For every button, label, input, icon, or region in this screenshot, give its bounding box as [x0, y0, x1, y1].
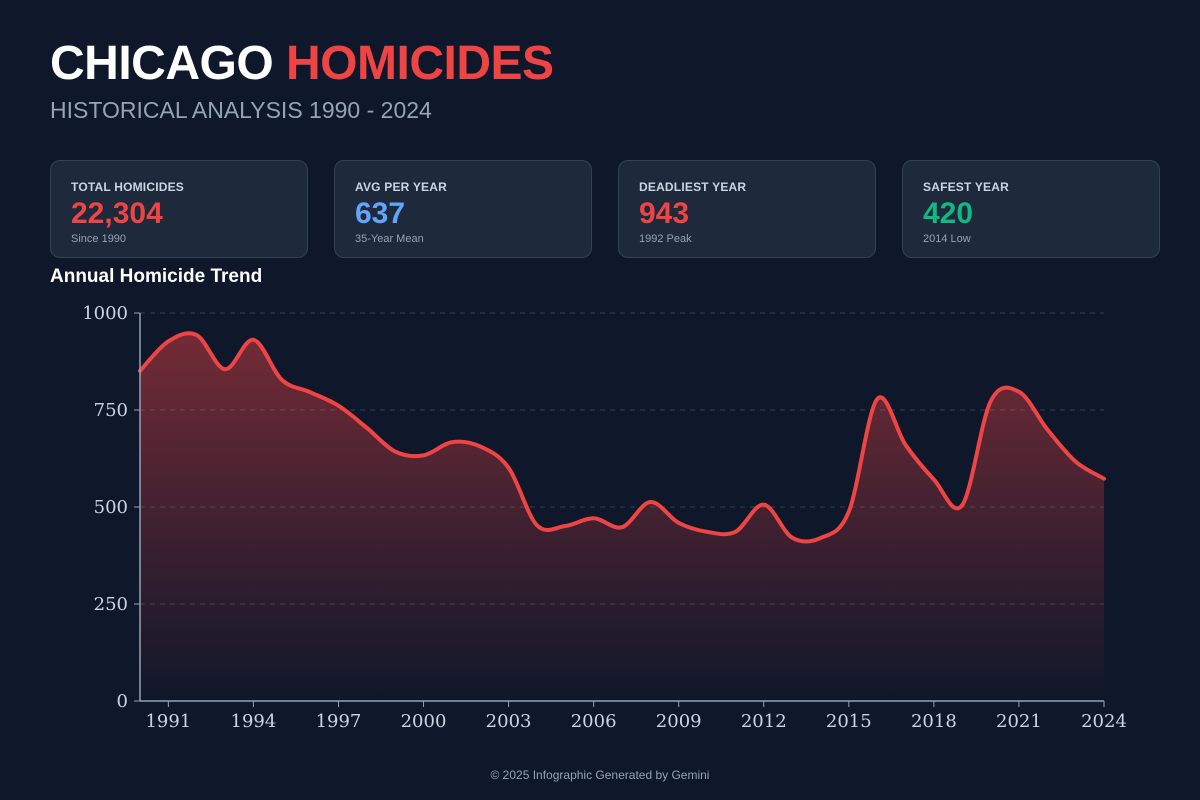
stat-label: DEADLIEST YEAR [639, 180, 747, 194]
y-tick-label: 0 [117, 691, 128, 712]
x-tick-label: 2015 [826, 711, 872, 732]
stat-value: 22,304 [71, 197, 163, 230]
x-tick-label: 2009 [656, 711, 702, 732]
homicide-trend-chart: 0 250 500 750 1000 1991 1994 1997 2000 2003 2006 20… [82, 303, 1127, 732]
stat-value: 943 [639, 197, 690, 230]
y-tick-label: 750 [94, 400, 128, 421]
stat-note: 1992 Peak [639, 233, 692, 245]
page-title: CHICAGO HOMICIDES [50, 36, 554, 91]
title-main: CHICAGO [50, 37, 274, 90]
area-fill [140, 333, 1104, 701]
stat-card-total: TOTAL HOMICIDES 22,304 Since 1990 [50, 160, 308, 258]
stat-value: 420 [923, 197, 974, 230]
y-tick-label: 1000 [82, 303, 128, 324]
stat-card-deadliest: DEADLIEST YEAR 943 1992 Peak [618, 160, 876, 258]
stat-card-safest: SAFEST YEAR 420 2014 Low [902, 160, 1160, 258]
page-subtitle: HISTORICAL ANALYSIS 1990 - 2024 [50, 97, 432, 123]
x-tick-label: 2000 [401, 711, 447, 732]
x-tick-label: 2021 [996, 711, 1042, 732]
y-tick-label: 500 [94, 497, 128, 518]
stat-label: TOTAL HOMICIDES [71, 180, 185, 194]
stat-note: 2014 Low [923, 233, 971, 245]
stat-value: 637 [355, 197, 406, 230]
x-tick-label: 2012 [741, 711, 787, 732]
x-tick-label: 2003 [486, 711, 532, 732]
x-tick-label: 2024 [1081, 711, 1127, 732]
stat-label: SAFEST YEAR [923, 180, 1009, 194]
stat-note: Since 1990 [71, 233, 127, 245]
x-tick-label: 2018 [911, 711, 957, 732]
x-tick-label: 1991 [145, 711, 191, 732]
footer-credit: © 2025 Infographic Generated by Gemini [490, 768, 710, 782]
y-tick-label: 250 [94, 594, 128, 615]
x-tick-label: 1994 [231, 711, 277, 732]
x-tick-label: 1997 [316, 711, 362, 732]
title-highlight: HOMICIDES [286, 37, 554, 90]
stat-card-average: AVG PER YEAR 637 35-Year Mean [334, 160, 592, 258]
stat-label: AVG PER YEAR [355, 180, 447, 194]
stat-note: 35-Year Mean [355, 233, 424, 245]
chart-title: Annual Homicide Trend [50, 266, 263, 287]
x-tick-label: 2006 [571, 711, 617, 732]
trend-line [138, 331, 1106, 544]
